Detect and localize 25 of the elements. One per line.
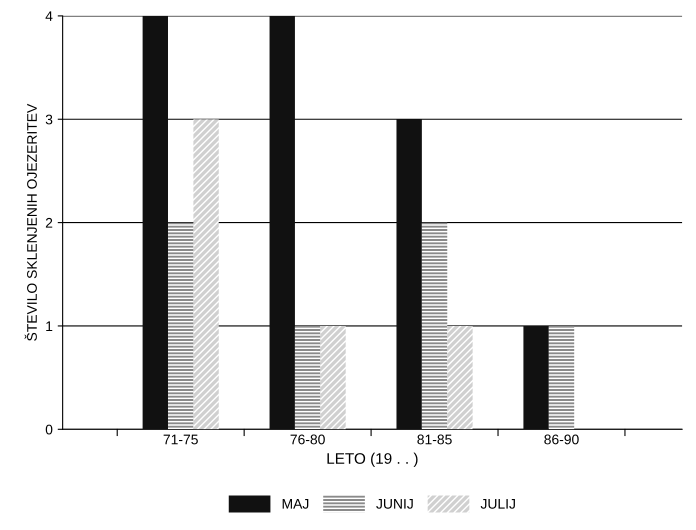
legend-label: MAJ [282,499,308,509]
bar [294,326,320,430]
bar [447,326,473,430]
x-axis-title: LETO (19 . . ) [327,452,418,467]
bar [320,326,346,430]
x-tick-label: 71-75 [164,434,198,444]
y-tick-label: 4 [46,11,53,21]
x-tick-label: 86-90 [544,434,579,444]
bar [168,222,194,430]
bar [422,222,448,430]
legend-label: JUNIJ [376,499,413,509]
bar [142,16,168,430]
bar [523,326,549,430]
bar [270,16,295,430]
bar [396,119,422,430]
y-tick-label: 0 [46,424,52,434]
x-tick-label: 76-80 [290,434,325,444]
x-tick-label: 81-85 [417,434,452,444]
bar [193,119,219,430]
y-axis-title: ŠTEVILO SKLENJENIH OJEZERITEV [24,104,37,341]
bar [548,326,574,430]
y-tick-label: 3 [46,114,52,124]
y-tick-label: 2 [46,218,52,228]
legend-label: JULIJ [480,499,515,509]
y-tick-label: 1 [46,321,52,331]
